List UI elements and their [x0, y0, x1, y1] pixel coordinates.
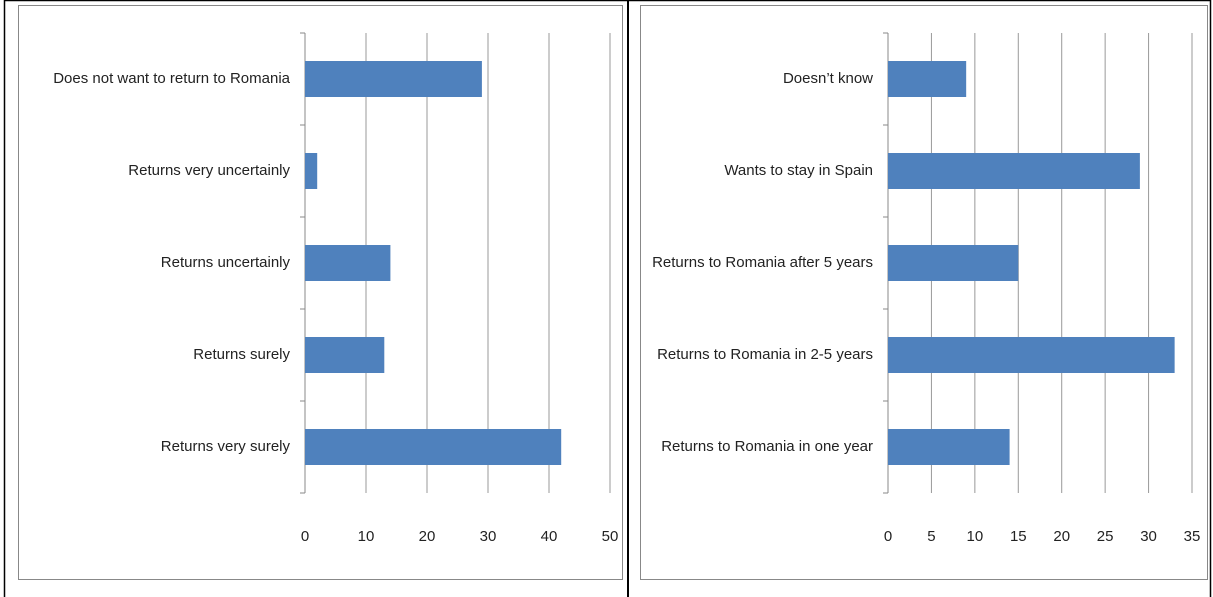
x-tick-label: 0: [301, 528, 309, 545]
x-tick-label: 30: [480, 528, 497, 545]
bar: [305, 61, 482, 97]
x-tick-label: 10: [358, 528, 375, 545]
x-tick-label: 20: [419, 528, 436, 545]
x-tick-label: 35: [1184, 528, 1201, 545]
x-tick-label: 25: [1097, 528, 1114, 545]
y-tick-label: Returns to Romania in 2-5 years: [657, 346, 873, 363]
bar: [305, 429, 562, 465]
y-tick-label: Returns uncertainly: [161, 254, 291, 271]
x-tick-label: 5: [927, 528, 935, 545]
bar: [305, 337, 385, 373]
bar: [888, 337, 1175, 373]
y-tick-label: Doesn’t know: [783, 70, 873, 87]
x-tick-label: 15: [1010, 528, 1027, 545]
x-tick-label: 40: [541, 528, 558, 545]
x-tick-label: 10: [967, 528, 984, 545]
bar: [305, 153, 318, 189]
bar: [888, 429, 1010, 465]
y-tick-label: Returns very uncertainly: [128, 162, 290, 179]
x-tick-label: 30: [1140, 528, 1157, 545]
y-tick-label: Returns to Romania after 5 years: [652, 254, 873, 271]
x-tick-label: 20: [1053, 528, 1070, 545]
bar: [888, 153, 1140, 189]
chart-frame: [18, 5, 623, 580]
x-tick-label: 0: [884, 528, 892, 545]
y-tick-label: Wants to stay in Spain: [724, 162, 873, 179]
y-tick-label: Returns to Romania in one year: [661, 438, 873, 455]
x-tick-label: 50: [602, 528, 619, 545]
chart-frame: [640, 5, 1208, 580]
bar: [888, 245, 1019, 281]
bar: [888, 61, 967, 97]
bar: [305, 245, 391, 281]
y-tick-label: Does not want to return to Romania: [53, 70, 290, 87]
table-border: [3, 0, 1212, 597]
y-tick-label: Returns very surely: [161, 438, 291, 455]
y-tick-label: Returns surely: [193, 346, 290, 363]
